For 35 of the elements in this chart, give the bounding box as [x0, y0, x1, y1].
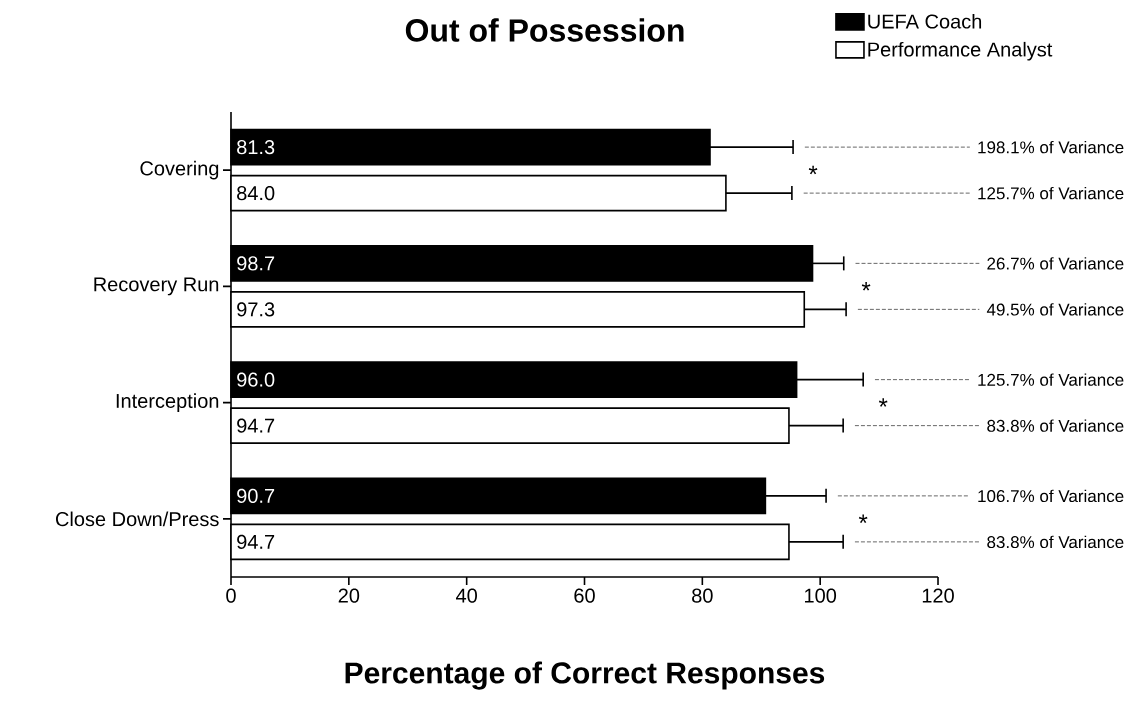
x-tick-label: 40 — [456, 588, 477, 603]
data-label: 96.0 — [237, 372, 275, 387]
text: 83.8% of Variance — [987, 535, 1124, 549]
text: 26.7% of Variance — [987, 257, 1124, 270]
x-tick-label: 20 — [338, 588, 360, 603]
annotation: * — [858, 514, 868, 524]
x-tick-label: 80 — [692, 588, 713, 603]
data-label: 84.0 — [237, 186, 275, 201]
data-label: 98.7 — [237, 256, 275, 271]
x-tick-label: 100 — [805, 588, 837, 603]
y-tick-label: Recovery Run — [94, 277, 219, 296]
text: 83.8% of Variance — [987, 419, 1124, 432]
annotation: * — [808, 165, 818, 175]
legend-label: UEFA Coach — [868, 13, 982, 29]
text: 49.5% of Variance — [986, 303, 1124, 316]
y-tick-label: Covering — [140, 160, 219, 180]
data-label: 94.7 — [237, 418, 275, 433]
data-label: 97.3 — [237, 302, 275, 317]
legend-label: Performance Analyst — [868, 41, 1053, 61]
text: 198.1% of Variance — [978, 140, 1124, 154]
y-tick-label: Close Down/Press — [55, 511, 219, 527]
x-tick-label: 60 — [574, 588, 595, 603]
text: 125.7% of Variance — [978, 373, 1124, 386]
x-axis-title: Percentage of Correct Responses — [345, 661, 825, 690]
chart-title: Out of Possession — [405, 18, 684, 42]
data-label: 81.3 — [237, 140, 275, 155]
annotation: * — [861, 282, 871, 291]
x-tick-label: 120 — [922, 588, 954, 603]
text: 106.7% of Variance — [978, 489, 1124, 503]
y-tick-label: Interception — [116, 393, 219, 412]
text: 125.7% of Variance — [978, 186, 1124, 200]
data-label: 94.7 — [237, 534, 275, 549]
x-tick-label: 0 — [226, 588, 236, 603]
data-label: 90.7 — [237, 488, 275, 503]
annotation: * — [878, 398, 888, 407]
